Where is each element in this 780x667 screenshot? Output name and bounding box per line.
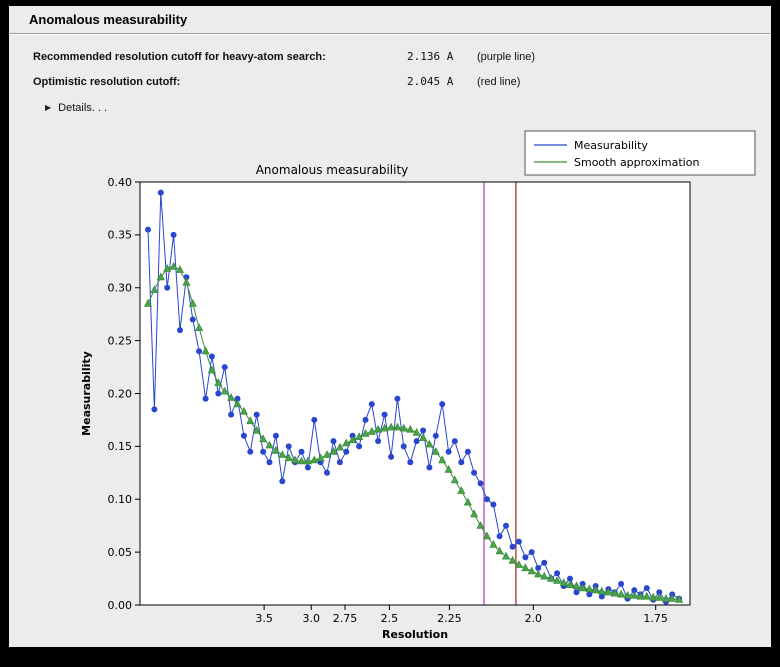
chart-figure: 0.00 0.05 0.10 0.15 0.20 0.25 0.30 0.35 0.40 3.5 3…	[70, 127, 770, 647]
svg-text:0.40: 0.40	[108, 176, 133, 189]
cutoff-lines	[483, 182, 517, 605]
svg-text:0.30: 0.30	[108, 282, 133, 295]
svg-text:0.00: 0.00	[108, 599, 133, 612]
anomalous-measurability-panel: Anomalous measurability Recommended reso…	[9, 6, 771, 647]
svg-text:0.25: 0.25	[108, 334, 133, 347]
svg-text:0.20: 0.20	[108, 387, 133, 400]
svg-text:2.5: 2.5	[381, 612, 399, 625]
svg-text:0.10: 0.10	[108, 493, 133, 506]
svg-text:2.25: 2.25	[437, 612, 462, 625]
page-title: Anomalous measurability	[9, 6, 771, 34]
disclosure-triangle-icon: ▶	[45, 102, 52, 112]
cutoff-info-section: Recommended resolution cutoff for heavy-…	[33, 44, 771, 94]
optimistic-cutoff-note: (red line)	[477, 75, 521, 88]
svg-text:2.0: 2.0	[525, 612, 543, 625]
svg-text:3.0: 3.0	[303, 612, 321, 625]
optimistic-cutoff-label: Optimistic resolution cutoff:	[33, 75, 181, 88]
svg-text:0.15: 0.15	[108, 440, 133, 453]
series-smooth-approximation	[143, 261, 684, 603]
y-axis-label: Measurability	[80, 351, 93, 436]
svg-text:0.35: 0.35	[108, 229, 133, 242]
recommended-cutoff-label: Recommended resolution cutoff for heavy-…	[33, 50, 326, 63]
chart-title: Anomalous measurability	[256, 163, 409, 177]
legend-label: Measurability	[574, 139, 648, 152]
recommended-cutoff-value: 2.136 A	[407, 50, 454, 63]
legend-label: Smooth approximation	[574, 156, 699, 169]
svg-text:1.75: 1.75	[643, 612, 668, 625]
details-label: Details. . .	[58, 101, 108, 114]
svg-text:2.75: 2.75	[333, 612, 358, 625]
measurability-chart: 0.00 0.05 0.10 0.15 0.20 0.25 0.30 0.35 0.40 3.5 3…	[80, 130, 756, 641]
info-row-optimistic: Optimistic resolution cutoff: 2.045 A (r…	[33, 69, 771, 94]
svg-text:3.5: 3.5	[255, 612, 273, 625]
x-axis-label: Resolution	[382, 628, 448, 641]
details-disclosure[interactable]: ▶ Details. . .	[45, 100, 771, 115]
axis-ticks: 0.00 0.05 0.10 0.15 0.20 0.25 0.30 0.35 0.40 3.5 3…	[108, 176, 668, 625]
optimistic-cutoff-value: 2.045 A	[407, 75, 454, 88]
info-row-recommended: Recommended resolution cutoff for heavy-…	[33, 44, 771, 69]
plot-background	[140, 182, 690, 605]
chart-legend: Measurability Smooth approximation	[524, 130, 756, 176]
svg-text:0.05: 0.05	[108, 546, 133, 559]
recommended-cutoff-note: (purple line)	[477, 50, 536, 63]
